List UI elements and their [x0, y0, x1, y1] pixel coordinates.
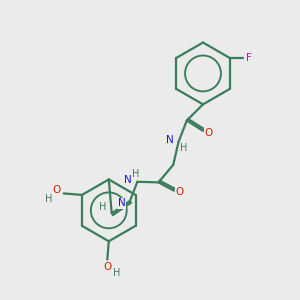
Text: N: N	[167, 135, 174, 145]
Text: F: F	[246, 53, 252, 63]
Text: N: N	[124, 175, 132, 185]
Text: O: O	[176, 187, 184, 197]
Text: O: O	[103, 262, 111, 272]
Text: H: H	[180, 143, 188, 153]
Text: H: H	[113, 268, 120, 278]
Text: H: H	[99, 202, 106, 212]
Text: H: H	[45, 194, 53, 204]
Text: O: O	[204, 128, 212, 138]
Text: H: H	[132, 169, 140, 178]
Text: N: N	[118, 198, 126, 208]
Text: O: O	[52, 185, 61, 196]
